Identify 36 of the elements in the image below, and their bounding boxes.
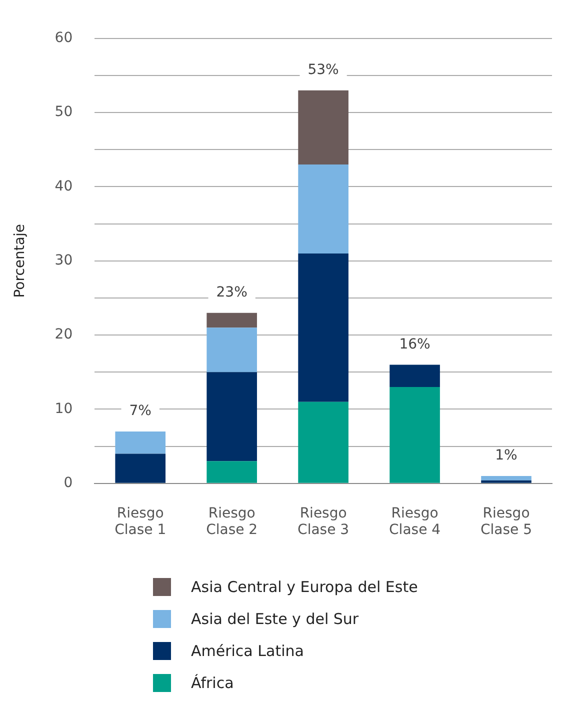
- y-tick-label: 40: [54, 178, 73, 194]
- y-axis-title: Porcentaje: [12, 224, 28, 298]
- legend-label: África: [191, 674, 234, 692]
- total-label: 7%: [129, 403, 152, 420]
- bar: [206, 461, 257, 483]
- x-tick-label: Riesgo Clase 4: [389, 505, 441, 538]
- bar: [206, 372, 257, 462]
- total-label: 1%: [495, 448, 518, 464]
- total-label: 16%: [399, 336, 430, 352]
- y-tick-label: 50: [54, 104, 73, 120]
- x-tick-label: Riesgo Clase 5: [480, 505, 532, 538]
- y-tick-label: 0: [64, 475, 73, 492]
- y-tick-label: 10: [54, 400, 73, 417]
- bar: [206, 312, 257, 328]
- total-label: 23%: [216, 284, 248, 300]
- legend-label: Asia Central y Europa del Este: [191, 578, 418, 596]
- bar: [481, 476, 532, 480]
- bar: [298, 90, 348, 164]
- legend-label: Asia del Este y del Sur: [191, 610, 359, 628]
- total-label: 53%: [308, 62, 339, 78]
- y-tick-label: 60: [54, 30, 73, 46]
- y-tick-label: 20: [54, 326, 73, 343]
- bar: [390, 386, 440, 483]
- y-tick-label: 30: [54, 252, 73, 269]
- bar: [115, 454, 166, 483]
- bar: [481, 480, 532, 483]
- bar: [298, 402, 348, 483]
- x-tick-label: Riesgo Clase 2: [206, 505, 258, 538]
- bar: [206, 328, 257, 372]
- legend-label: América Latina: [191, 642, 304, 660]
- x-tick-label: Riesgo Clase 1: [114, 505, 166, 538]
- bar: [298, 164, 348, 254]
- x-tick-label: Riesgo Clase 3: [298, 505, 350, 538]
- bar: [115, 431, 166, 454]
- bar: [298, 253, 348, 402]
- bar: [390, 364, 440, 387]
